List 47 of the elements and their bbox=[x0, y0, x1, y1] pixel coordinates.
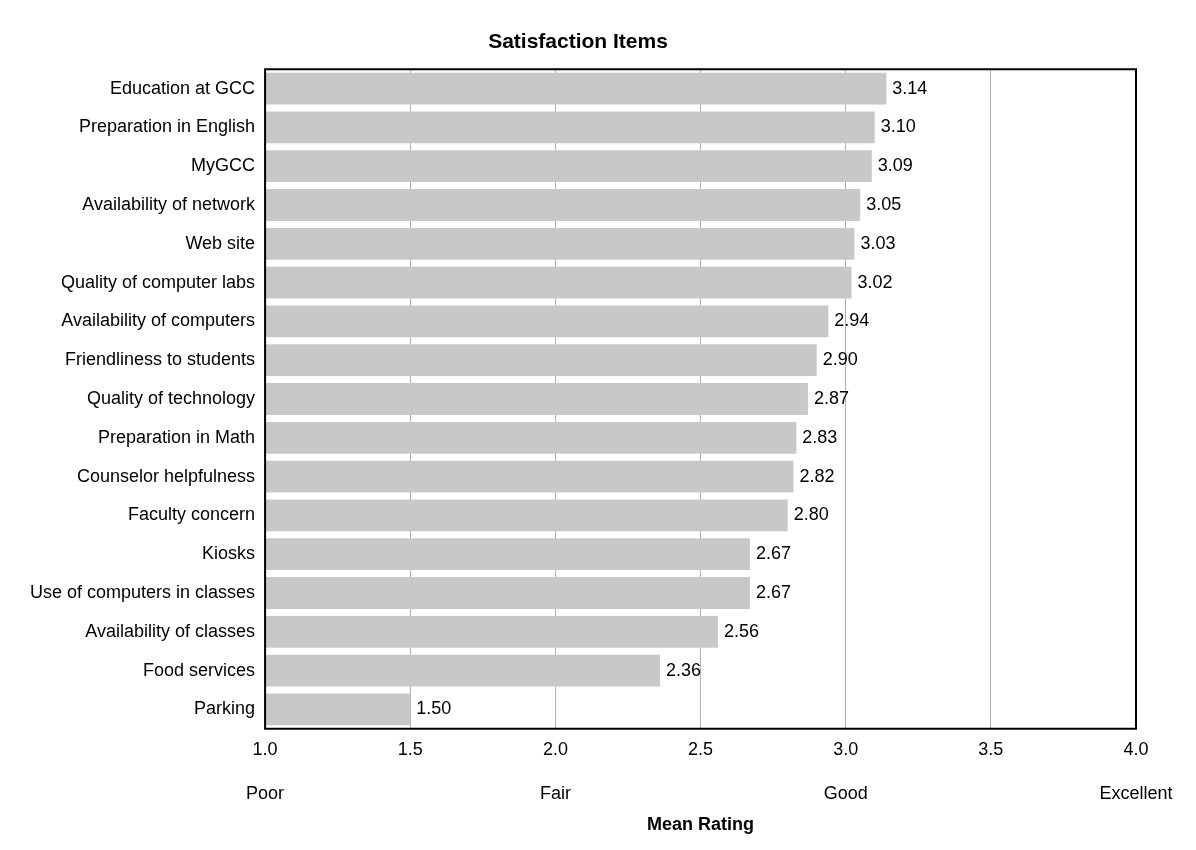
data-label: 3.02 bbox=[857, 271, 893, 292]
y-tick-label: Education at GCC bbox=[110, 77, 256, 98]
data-label: 3.10 bbox=[880, 116, 916, 137]
data-label: 2.36 bbox=[665, 659, 701, 680]
x-tick-label: 2.5 bbox=[688, 738, 714, 759]
data-label: 2.56 bbox=[723, 620, 760, 641]
y-tick-label: Availability of computers bbox=[61, 310, 256, 331]
x-axis-title: Mean Rating bbox=[647, 814, 755, 835]
text: Excellent bbox=[1099, 782, 1173, 803]
y-tick-label: Parking bbox=[194, 698, 256, 719]
y-tick-label: Quality of computer labs bbox=[60, 271, 256, 292]
y-tick-label: Friendliness to students bbox=[64, 349, 256, 370]
y-tick-label: Preparation in Math bbox=[97, 426, 256, 447]
data-label: 3.14 bbox=[892, 77, 928, 98]
y-tick-label: Counselor helpfulness bbox=[76, 465, 256, 486]
data-label: 3.03 bbox=[860, 232, 896, 253]
data-label: 2.80 bbox=[793, 504, 829, 525]
x-tick-label: 4.0 bbox=[1123, 738, 1149, 759]
data-label: 2.67 bbox=[755, 581, 791, 602]
data-label: 2.67 bbox=[755, 543, 791, 564]
data-label: 2.87 bbox=[813, 387, 849, 408]
data-label: 2.82 bbox=[799, 465, 835, 486]
y-tick-label: Kiosks bbox=[202, 543, 256, 564]
text: Poor bbox=[246, 782, 285, 803]
data-label: 2.94 bbox=[834, 310, 870, 331]
data-label: 3.09 bbox=[877, 155, 913, 176]
data-label: 2.83 bbox=[802, 426, 838, 447]
text: Good bbox=[823, 782, 868, 803]
x-tick-label: 1.0 bbox=[252, 738, 278, 759]
y-tick-label: MyGCC bbox=[191, 155, 256, 176]
y-tick-label: Availability of classes bbox=[85, 620, 256, 641]
data-label: 3.05 bbox=[866, 193, 902, 214]
y-tick-label: Use of computers in classes bbox=[29, 581, 256, 602]
x-tick-label: 3.5 bbox=[978, 738, 1004, 759]
text: Fair bbox=[539, 782, 571, 803]
y-tick-label: Preparation in English bbox=[78, 116, 256, 137]
y-tick-label: Web site bbox=[185, 232, 256, 253]
x-tick-label: 1.5 bbox=[397, 738, 423, 759]
y-tick-label: Quality of technology bbox=[86, 387, 256, 408]
y-tick-label: Food services bbox=[143, 659, 256, 680]
data-label: 1.50 bbox=[416, 698, 452, 719]
x-tick-label: 3.0 bbox=[833, 738, 859, 759]
y-tick-label: Availability of network bbox=[82, 193, 257, 214]
x-tick-label: 2.0 bbox=[542, 738, 568, 759]
chart-title: Satisfaction Items bbox=[488, 29, 668, 53]
data-label: 2.90 bbox=[822, 349, 858, 370]
y-tick-label: Faculty concern bbox=[128, 504, 256, 525]
